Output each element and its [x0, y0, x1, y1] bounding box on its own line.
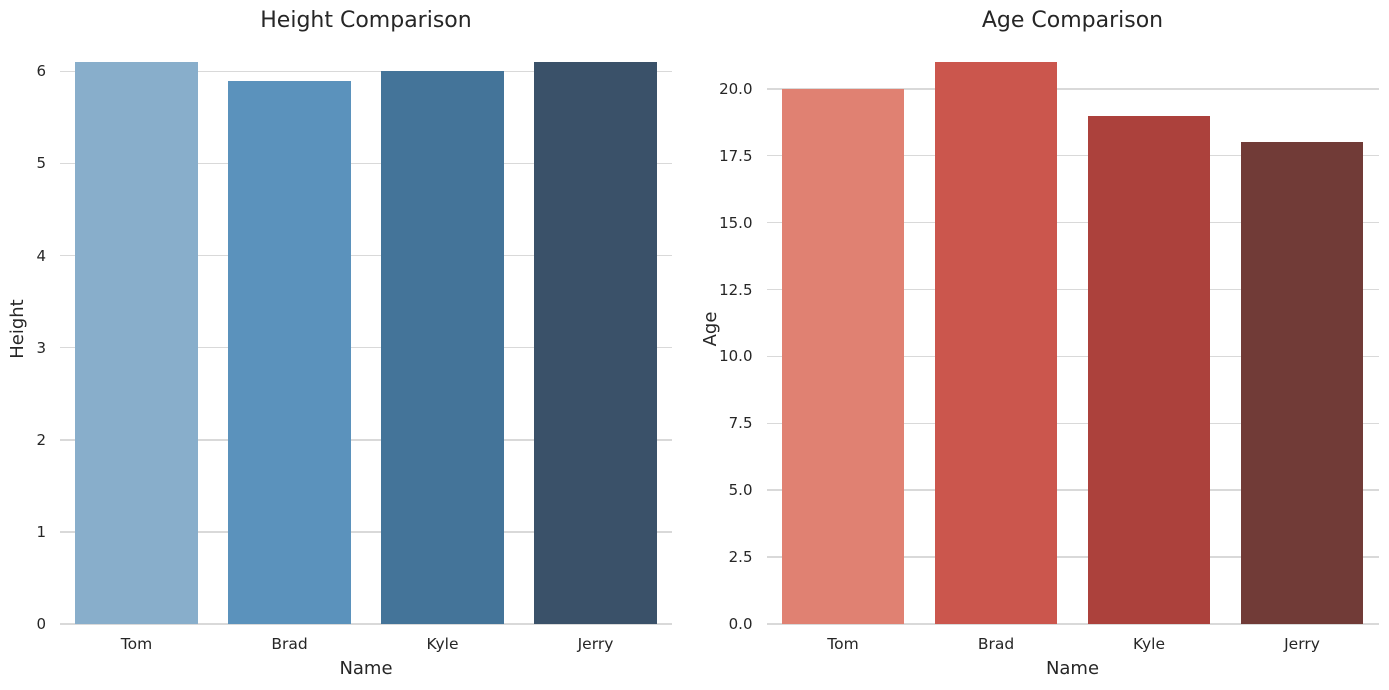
y-tick-label: 5: [36, 154, 46, 173]
y-tick-label: 0: [36, 615, 46, 633]
x-axis-label: Name: [1045, 658, 1100, 679]
y-tick-label: 1: [36, 522, 46, 541]
y-tick-label: 7.5: [728, 414, 753, 433]
y-axis-label: Age: [699, 311, 721, 347]
bar-kyle: [381, 71, 504, 624]
gridline: [766, 154, 1379, 157]
gridline: [60, 531, 672, 533]
gridline: [60, 254, 672, 257]
age-comparison-chart: Age Comparison Age Name 0.0 2.5 5.0 7.5 10.0…: [700, 8, 1379, 679]
x-tick-label-jerry: Jerry: [1284, 635, 1320, 653]
bar-jerry: [534, 62, 657, 624]
gridline: [766, 623, 1379, 625]
height-comparison-chart: Height Comparison Height Name 0 1 2 3 4 5 6 Tom…: [7, 8, 672, 679]
gridline: [766, 489, 1379, 491]
bar-tom: [75, 62, 198, 624]
gridline: [60, 70, 672, 73]
y-tick-label: 2: [36, 430, 46, 449]
y-tick-label: 20.0: [719, 79, 753, 98]
gridline: [766, 422, 1379, 425]
y-tick-label: 2.5: [728, 548, 753, 567]
chart-title: Age Comparison: [981, 8, 1164, 33]
y-tick-label: 17.5: [719, 146, 753, 165]
gridline: [766, 355, 1379, 358]
gridline: [766, 288, 1379, 291]
y-tick-label: 5.0: [728, 481, 753, 500]
gridline: [766, 88, 1379, 90]
x-tick-label-tom: Tom: [827, 635, 859, 653]
chart-title: Height Comparison: [260, 8, 472, 33]
x-tick-label-tom: Tom: [120, 635, 153, 653]
gridline: [766, 221, 1379, 224]
bar-tom: [781, 88, 905, 624]
bar-brad: [228, 80, 351, 624]
gridline: [60, 439, 672, 441]
x-tick-label-kyle: Kyle: [426, 635, 459, 653]
x-tick-label-jerry: Jerry: [577, 635, 614, 653]
plot-area: [766, 34, 1379, 625]
plot-area: [60, 34, 672, 625]
gridline: [60, 162, 672, 165]
x-tick-label-brad: Brad: [271, 635, 308, 653]
y-tick-label: 15.0: [719, 213, 753, 232]
y-tick-label: 0.0: [728, 615, 753, 633]
bar-kyle: [1087, 115, 1211, 624]
gridline: [60, 623, 672, 625]
x-axis-label: Name: [339, 658, 393, 679]
gridline: [60, 346, 672, 349]
y-tick-label: 10.0: [719, 347, 753, 366]
y-tick-label: 12.5: [719, 280, 753, 299]
y-tick-label: 3: [36, 338, 46, 357]
bar-jerry: [1240, 142, 1364, 624]
y-tick-label: 4: [36, 246, 46, 265]
x-tick-label-brad: Brad: [977, 635, 1015, 653]
x-tick-label-kyle: Kyle: [1132, 635, 1166, 653]
gridline: [766, 556, 1379, 558]
bar-brad: [934, 62, 1058, 624]
y-tick-label: 6: [36, 62, 46, 81]
